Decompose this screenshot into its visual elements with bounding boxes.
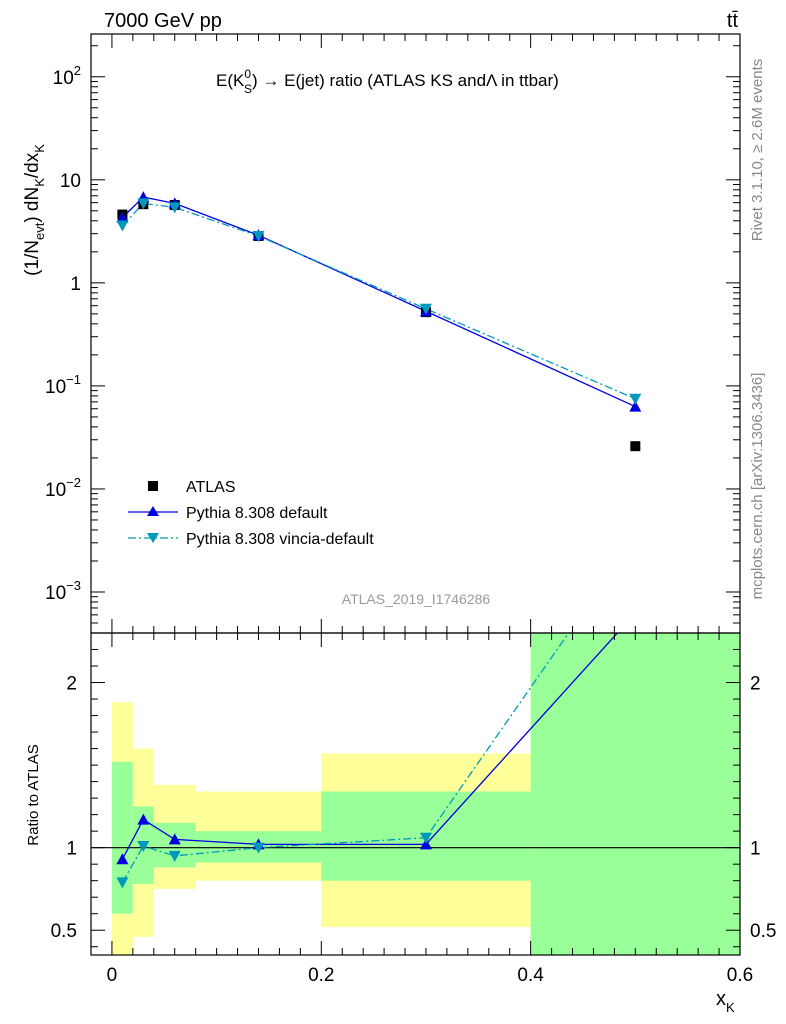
legend-label-atlas: ATLAS [186, 479, 236, 496]
ratio-x-tick-label-2: 0.4 [517, 965, 544, 986]
x-axis-label: xK [716, 988, 735, 1015]
ratio-y-tick-label-right-1: 1 [750, 839, 761, 860]
legend: ATLAS Pythia 8.308 default Pythia 8.308 … [128, 479, 374, 548]
process-label: tt̄ [727, 10, 739, 32]
ratio-point-series-1-4 [419, 832, 432, 844]
legend-label-pythia-default: Pythia 8.308 default [186, 505, 328, 522]
main-y-tick-label-1: 10−2 [45, 475, 81, 501]
ratio-line-series-0 [121, 633, 619, 860]
main-line-series-1 [121, 196, 636, 408]
main-y-tick-label-2: 10−1 [45, 372, 81, 398]
ratio-band-green-0 [111, 761, 133, 914]
ratio-point-series-1-3 [252, 842, 265, 854]
main-line-series-2 [121, 202, 636, 400]
legend-marker-pythia-vincia [147, 533, 159, 543]
main-point-series-1-0 [116, 211, 129, 223]
ratio-y-tick-label-left-0: 0.5 [51, 921, 77, 942]
main-y-tick-label-0: 10−3 [45, 578, 81, 604]
legend-marker-atlas [148, 481, 158, 491]
ratio-series-lines [121, 633, 619, 883]
ratio-line-series-1 [121, 633, 570, 883]
main-point-series-2-5 [629, 393, 642, 405]
legend-marker-pythia-default [147, 506, 159, 516]
main-point-series-1-5 [629, 400, 642, 412]
chart-title: E(K0 S) → E(jet) ratio (ATLAS KS andΛ in … [216, 67, 559, 96]
ratio-x-tick-label-3: 0.6 [727, 965, 753, 986]
main-y-tick-label-5: 102 [53, 63, 81, 89]
analysis-id-watermark: ATLAS_2019_I1746286 [342, 591, 491, 607]
ratio-point-series-0-1 [137, 813, 150, 825]
main-point-series-2-4 [419, 303, 432, 315]
ratio-point-series-1-2 [168, 850, 181, 862]
ratio-point-series-1-1 [137, 841, 150, 853]
ratio-y-tick-label-left-2: 2 [66, 674, 77, 695]
ratio-band-green-5 [530, 633, 740, 955]
rivet-version-label: Rivet 3.1.10, ≥ 2.6M events [749, 59, 766, 242]
main-point-series-0-5 [630, 441, 641, 452]
ratio-x-tick-label-0: 0 [107, 965, 118, 986]
ratio-point-series-0-0 [116, 853, 129, 865]
main-point-series-2-2 [168, 202, 181, 214]
ratio-plot-frame [90, 632, 741, 956]
mcplots-citation-label: mcplots.cern.ch [arXiv:1306.3436] [749, 373, 766, 600]
main-y-tick-label-3: 1 [70, 274, 81, 295]
ratio-uncertainty-bands [91, 633, 740, 955]
ratio-point-series-1-0 [116, 877, 129, 889]
plot-frames [90, 33, 741, 956]
ratio-y-axis-label: Ratio to ATLAS [25, 744, 42, 845]
main-y-axis-label: (1/Nevt) dNK/dxK [22, 144, 47, 276]
ratio-y-tick-label-left-1: 1 [66, 839, 77, 860]
axis-ticks: 10−3 10−2 10−1 1 10 102 0 0.2 0.4 0.6 0.5 0.5 1 1 2 2 [45, 34, 776, 986]
ratio-y-tick-label-right-0: 0.5 [750, 921, 776, 942]
main-series-lines [121, 196, 636, 408]
legend-label-pythia-vincia: Pythia 8.308 vincia-default [186, 531, 374, 548]
main-point-series-2-3 [252, 230, 265, 242]
main-y-tick-label-4: 10 [60, 171, 81, 192]
data-markers [116, 191, 642, 889]
ratio-point-series-0-4 [419, 838, 432, 850]
ratio-point-series-0-2 [168, 833, 181, 845]
collision-energy-label: 7000 GeV pp [104, 10, 222, 32]
main-point-series-2-1 [137, 198, 150, 210]
main-point-series-2-0 [116, 220, 129, 232]
ratio-y-tick-label-right-2: 2 [750, 674, 761, 695]
ratio-x-tick-label-1: 0.2 [308, 965, 334, 986]
